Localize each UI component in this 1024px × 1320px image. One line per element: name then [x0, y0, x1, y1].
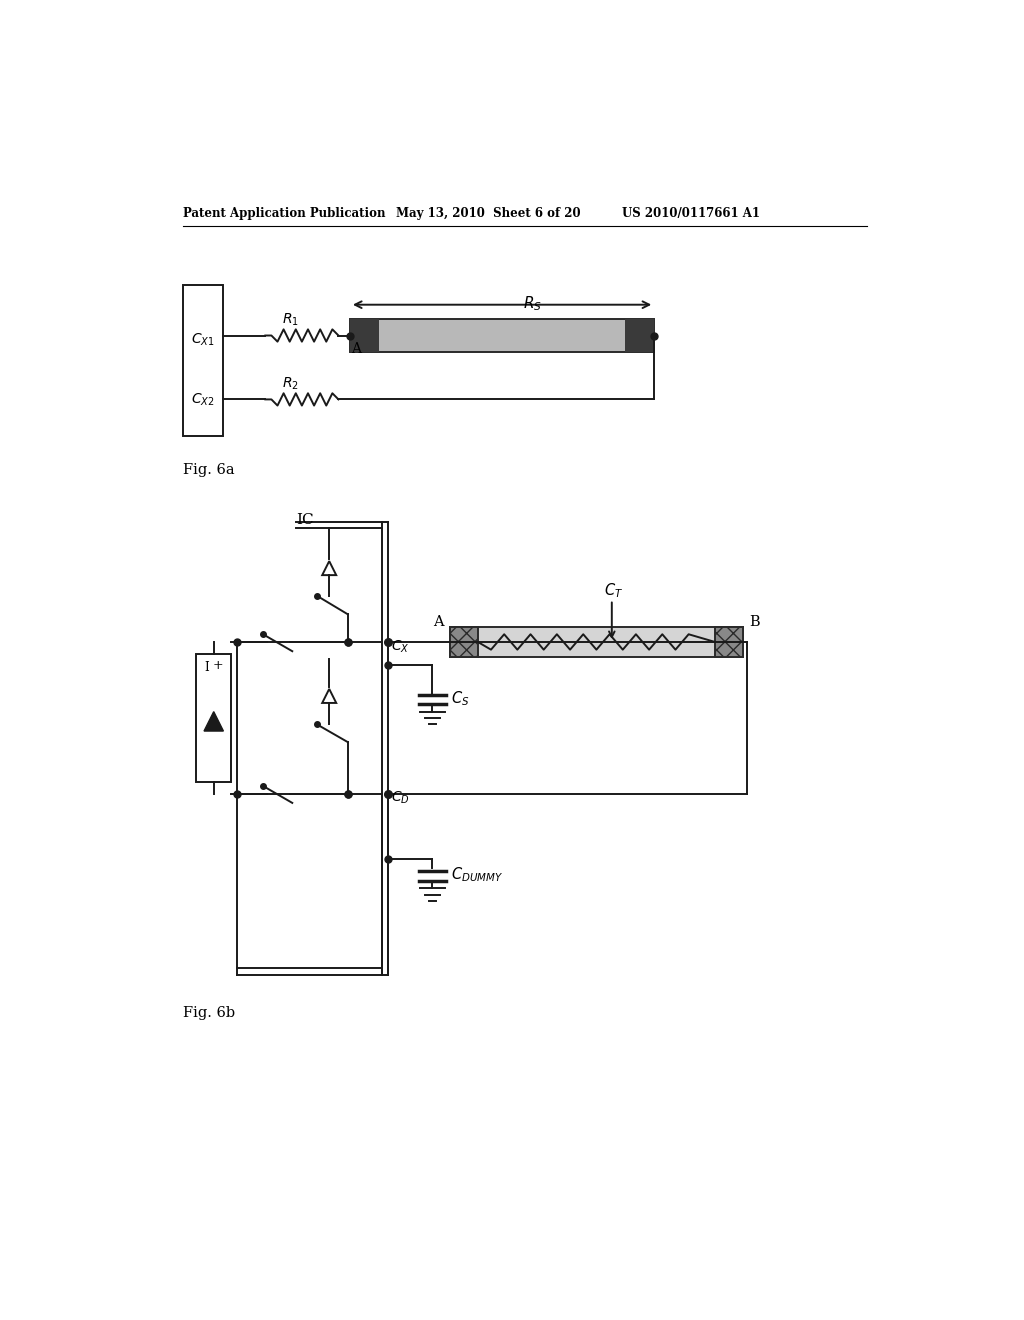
Polygon shape	[204, 711, 223, 731]
Text: May 13, 2010  Sheet 6 of 20: May 13, 2010 Sheet 6 of 20	[396, 207, 581, 220]
Text: +: +	[213, 659, 223, 672]
Bar	[350, 318, 654, 352]
Text: $C_D$: $C_D$	[391, 789, 410, 807]
Text: Fig. 6a: Fig. 6a	[183, 463, 234, 478]
Text: $C_{DUMMY}$: $C_{DUMMY}$	[451, 865, 503, 884]
Bar	[196, 653, 231, 781]
Text: $C_{X2}$: $C_{X2}$	[191, 391, 215, 408]
Text: A: A	[433, 615, 444, 628]
Bar	[183, 285, 223, 436]
Text: $C_T$: $C_T$	[604, 581, 623, 599]
Text: B: B	[749, 615, 760, 628]
Text: $C_X$: $C_X$	[391, 638, 410, 655]
Text: $R_1$: $R_1$	[282, 312, 298, 329]
Bar	[350, 318, 379, 352]
Text: $C_S$: $C_S$	[451, 689, 469, 708]
Text: $R_2$: $R_2$	[282, 376, 298, 392]
Text: I: I	[205, 661, 209, 675]
Text: A: A	[351, 342, 361, 356]
Bar	[451, 627, 742, 656]
Bar	[715, 627, 742, 656]
Bar	[625, 318, 654, 352]
Text: $R_S$: $R_S$	[523, 294, 543, 313]
Text: US 2010/0117661 A1: US 2010/0117661 A1	[622, 207, 760, 220]
Text: Patent Application Publication: Patent Application Publication	[183, 207, 385, 220]
Text: $C_{X1}$: $C_{X1}$	[191, 331, 215, 347]
Bar	[451, 627, 478, 656]
Text: IC: IC	[296, 512, 313, 527]
Text: Fig. 6b: Fig. 6b	[183, 1006, 236, 1020]
